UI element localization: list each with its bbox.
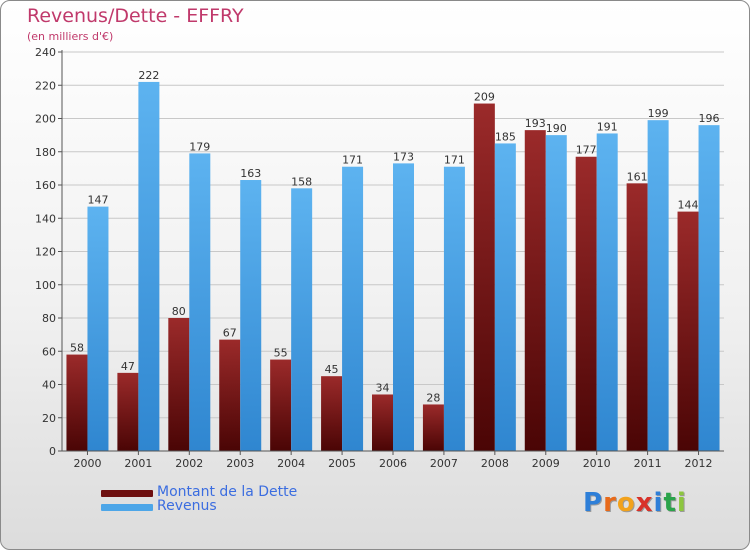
y-tick-label: 60 xyxy=(42,345,56,358)
logo-letter: r xyxy=(603,488,617,518)
y-tick-label: 160 xyxy=(35,179,56,192)
legend-label-revenue: Revenus xyxy=(157,498,217,514)
bar-revenue-2009 xyxy=(545,135,567,451)
bar-debt-2003 xyxy=(219,339,241,451)
bar-revenue-2010 xyxy=(596,133,618,451)
bar-debt-2011 xyxy=(626,183,648,451)
data-label-revenue-2004: 158 xyxy=(291,175,312,188)
chart-title: Revenus/Dette - EFFRY xyxy=(27,5,244,27)
data-label-revenue-2000: 147 xyxy=(87,194,108,207)
chart-subtitle: (en milliers d'€) xyxy=(27,30,114,43)
data-label-revenue-2008: 185 xyxy=(495,130,516,143)
data-label-debt-2007: 28 xyxy=(426,391,440,404)
data-label-revenue-2012: 196 xyxy=(699,112,720,125)
bar-debt-2007 xyxy=(422,404,444,451)
bar-debt-2008 xyxy=(473,103,495,451)
y-tick-label: 180 xyxy=(35,146,56,159)
bar-revenue-2011 xyxy=(647,120,669,451)
data-label-revenue-2002: 179 xyxy=(189,140,210,153)
x-tick-label: 2012 xyxy=(685,457,713,470)
bar-revenue-2006 xyxy=(393,163,414,451)
logo-letter: i xyxy=(676,488,687,518)
x-tick-label: 2000 xyxy=(73,457,101,470)
data-label-debt-2003: 67 xyxy=(223,327,237,340)
bar-revenue-2002 xyxy=(189,153,211,451)
y-tick-label: 100 xyxy=(35,279,56,292)
bar-debt-2006 xyxy=(372,394,393,451)
data-label-debt-2010: 177 xyxy=(576,144,597,157)
bar-revenue-2008 xyxy=(494,143,516,451)
x-tick-label: 2011 xyxy=(634,457,662,470)
logo-letter: i xyxy=(653,488,664,518)
bar-debt-2012 xyxy=(677,211,699,451)
y-tick-label: 200 xyxy=(35,113,56,126)
legend-swatch-revenue xyxy=(101,504,153,511)
x-tick-label: 2007 xyxy=(430,457,458,470)
bar-revenue-2004 xyxy=(291,188,313,451)
data-label-debt-2001: 47 xyxy=(121,360,135,373)
x-tick-label: 2010 xyxy=(583,457,611,470)
bar-debt-2001 xyxy=(117,372,139,451)
y-tick-label: 80 xyxy=(42,312,56,325)
x-tick-label: 2006 xyxy=(379,457,407,470)
data-label-revenue-2003: 163 xyxy=(240,167,261,180)
bar-revenue-2001 xyxy=(138,81,160,452)
bar-revenue-2003 xyxy=(240,180,262,451)
y-tick-label: 40 xyxy=(42,379,56,392)
data-label-revenue-2010: 191 xyxy=(597,120,618,133)
data-label-debt-2009: 193 xyxy=(525,117,546,130)
data-label-debt-2004: 55 xyxy=(274,347,288,360)
x-tick-label: 2004 xyxy=(277,457,305,470)
x-tick-label: 2001 xyxy=(124,457,152,470)
y-tick-label: 20 xyxy=(42,412,56,425)
bar-debt-2010 xyxy=(575,156,597,452)
data-label-revenue-2005: 171 xyxy=(342,154,363,167)
bar-debt-2005 xyxy=(321,376,343,451)
data-label-revenue-2001: 222 xyxy=(138,69,159,82)
proxiti-logo: Proxiti xyxy=(583,488,687,518)
logo-letter: x xyxy=(635,488,654,518)
bar-revenue-2005 xyxy=(342,166,364,451)
data-label-debt-2012: 144 xyxy=(678,199,699,212)
logo-letter: P xyxy=(583,488,604,518)
data-label-revenue-2007: 171 xyxy=(444,154,465,167)
y-tick-label: 140 xyxy=(35,212,56,225)
data-label-debt-2011: 161 xyxy=(627,170,648,183)
bar-revenue-2007 xyxy=(443,166,465,451)
legend-label-debt: Montant de la Dette xyxy=(157,484,298,500)
y-tick-label: 0 xyxy=(49,445,56,458)
data-label-revenue-2011: 199 xyxy=(648,107,669,120)
legend-swatch-debt xyxy=(101,490,153,497)
bar-debt-2000 xyxy=(66,354,88,451)
bar-debt-2009 xyxy=(524,130,546,451)
data-label-debt-2000: 58 xyxy=(70,342,84,355)
y-tick-label: 220 xyxy=(35,79,56,92)
bar-revenue-2012 xyxy=(698,125,720,452)
data-label-debt-2006: 34 xyxy=(376,381,390,394)
x-tick-label: 2005 xyxy=(328,457,356,470)
data-label-debt-2002: 80 xyxy=(172,305,186,318)
data-label-revenue-2009: 190 xyxy=(546,122,567,135)
data-label-debt-2005: 45 xyxy=(325,363,339,376)
bar-revenue-2000 xyxy=(87,206,109,451)
bar-debt-2004 xyxy=(270,359,292,451)
logo-letter: t xyxy=(663,488,677,518)
bar-debt-2002 xyxy=(168,318,190,451)
y-tick-label: 120 xyxy=(35,246,56,259)
x-tick-label: 2003 xyxy=(226,457,254,470)
y-tick-label: 240 xyxy=(35,46,56,59)
data-label-debt-2008: 209 xyxy=(474,91,495,104)
x-tick-label: 2002 xyxy=(175,457,203,470)
logo-letter: o xyxy=(616,488,636,518)
x-tick-label: 2009 xyxy=(532,457,560,470)
x-tick-label: 2008 xyxy=(481,457,509,470)
data-label-revenue-2006: 173 xyxy=(393,150,414,163)
